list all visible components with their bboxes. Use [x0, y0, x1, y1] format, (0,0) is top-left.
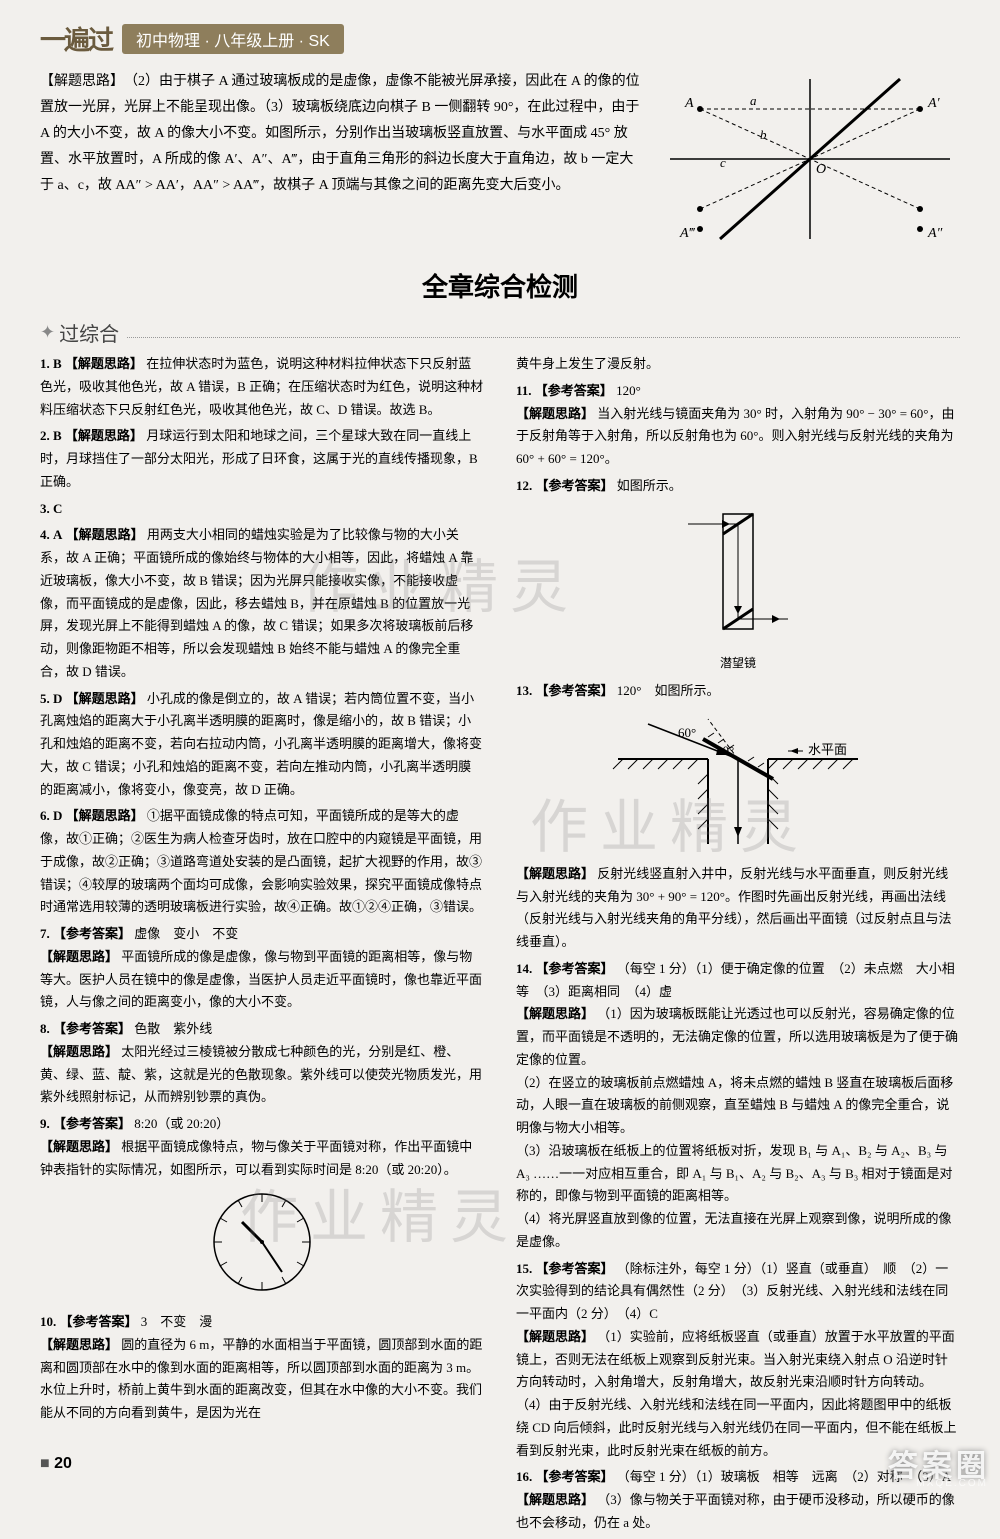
two-column-body: 1. B 【解题思路】 在拉伸状态时为蓝色，说明这种材料拉伸状态下只反射蓝色光，…: [40, 353, 960, 1539]
q11: 11. 【参考答案】 120° 【解题思路】 当入射光线与镜面夹角为 30° 时…: [516, 380, 960, 471]
q13-expl: 【解题思路】 反射光线竖直射入井中，反射光线与水平面垂直，则反射光线与入射光线的…: [516, 863, 960, 954]
right-lead: 黄牛身上发生了漫反射。: [516, 353, 960, 376]
clock-figure: [40, 1187, 484, 1305]
sub-title: 过综合: [59, 318, 119, 347]
q3: 3. C: [40, 498, 484, 521]
svg-text:A′: A′: [927, 96, 941, 111]
q13: 13. 【参考答案】 120° 如图所示。: [516, 680, 960, 703]
q5: 5. D 【解题思路】 小孔成的像是倒立的，故 A 错误；若内筒位置不变，当小孔…: [40, 688, 484, 802]
q12: 12. 【参考答案】 如图所示。: [516, 475, 960, 498]
svg-text:a: a: [750, 93, 757, 108]
q6: 6. D 【解题思路】 ①据平面镜成像的特点可知，平面镜所成的是等大的虚像，故①…: [40, 805, 484, 919]
header-band: 初中物理 · 八年级上册 · SK: [122, 24, 344, 54]
svg-text:b: b: [760, 127, 767, 142]
svg-text:c: c: [720, 155, 726, 170]
header-logo: 一遍过: [40, 20, 112, 57]
page-number: 20: [40, 1455, 72, 1473]
q1: 1. B 【解题思路】 在拉伸状态时为蓝色，说明这种材料拉伸状态下只反射蓝色光，…: [40, 353, 484, 421]
svg-text:O: O: [816, 162, 826, 177]
svg-text:A: A: [684, 96, 694, 111]
swirl-icon: ✦: [40, 322, 55, 343]
q7: 7. 【参考答案】 虚像 变小 不变 【解题思路】 平面镜所成的像是虚像，像与物…: [40, 923, 484, 1014]
right-column: 黄牛身上发生了漫反射。 11. 【参考答案】 120° 【解题思路】 当入射光线…: [516, 353, 960, 1539]
q9: 9. 【参考答案】 8:20（或 20:20） 【解题思路】 根据平面镜成像特点…: [40, 1113, 484, 1181]
top-block: 【解题思路】 （2）由于棋子 A 通过玻璃板成的是虚像，虚像不能被光屏承接，因此…: [40, 69, 960, 249]
svg-text:30°: 30°: [716, 743, 734, 758]
left-column: 1. B 【解题思路】 在拉伸状态时为蓝色，说明这种材料拉伸状态下只反射蓝色光，…: [40, 353, 484, 1539]
q8: 8. 【参考答案】 色散 紫外线 【解题思路】 太阳光经过三棱镜被分散成七种颜色…: [40, 1018, 484, 1109]
top-figure: A A′ A″ A‴ O a b c: [660, 69, 960, 249]
q4: 4. A 【解题思路】 用两支大小相同的蜡烛实验是为了比较像与物的大小关系，故 …: [40, 524, 484, 683]
periscope-figure: 潜望镜: [516, 504, 960, 675]
q15: 15. 【参考答案】 （除标注外，每空 1 分）（1）竖直（或垂直） 顺 （2）…: [516, 1258, 960, 1463]
svg-text:水平面: 水平面: [808, 742, 847, 757]
q10: 10. 【参考答案】 3 不变 漫 【解题思路】 圆的直径为 6 m，平静的水面…: [40, 1311, 484, 1425]
footer-brand-sub: MXQE.COM: [916, 1478, 988, 1489]
q14: 14. 【参考答案】 （每空 1 分）（1）便于确定像的位置 （2）未点燃 大小…: [516, 958, 960, 1254]
well-figure: 60° 30° 水平面: [516, 709, 960, 857]
section-title: 全章综合检测: [40, 267, 960, 304]
svg-text:A″: A″: [927, 226, 943, 241]
top-explanation: 【解题思路】 （2）由于棋子 A 通过玻璃板成的是虚像，虚像不能被光屏承接，因此…: [40, 69, 640, 249]
page-header: 一遍过 初中物理 · 八年级上册 · SK: [40, 20, 960, 57]
dotted-line: [127, 328, 960, 338]
svg-text:A‴: A‴: [679, 226, 696, 241]
periscope-caption: 潜望镜: [516, 653, 960, 674]
q2: 2. B 【解题思路】 月球运行到太阳和地球之间，三个星球大致在同一直线上时，月…: [40, 425, 484, 493]
svg-text:60°: 60°: [678, 725, 696, 740]
sub-title-row: ✦ 过综合: [40, 318, 960, 347]
